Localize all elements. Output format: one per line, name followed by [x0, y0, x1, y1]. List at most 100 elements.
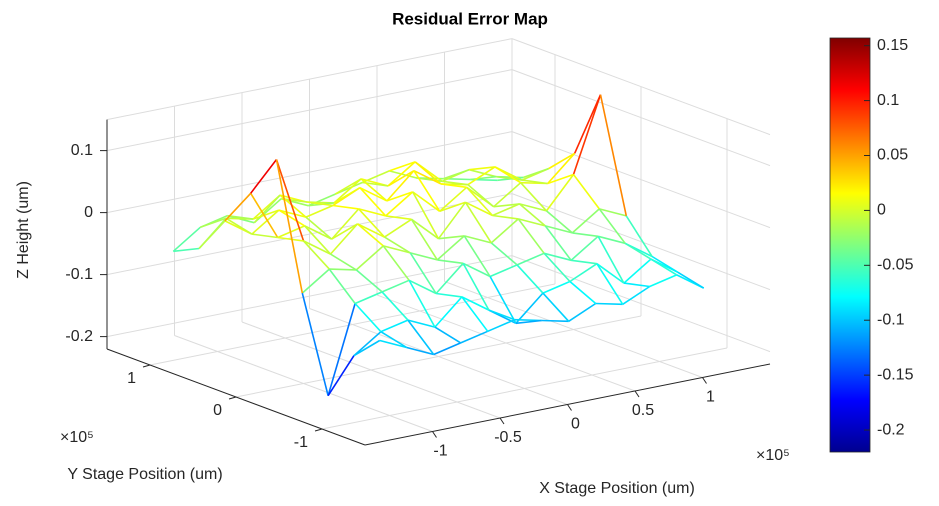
mesh-line — [495, 175, 523, 181]
mesh-line — [384, 218, 412, 238]
mesh-line — [358, 208, 386, 217]
grid-line — [511, 69, 771, 167]
y-tick-label: -1 — [294, 434, 308, 451]
colorbar-tick-label: -0.1 — [877, 311, 905, 328]
y-tick-label: 1 — [127, 370, 136, 387]
mesh-line — [439, 186, 468, 212]
mesh-line — [492, 214, 519, 220]
mesh-line — [172, 226, 201, 252]
mesh-line — [389, 170, 417, 179]
mesh-line — [651, 255, 679, 273]
mesh-line — [460, 330, 489, 344]
mesh-line — [407, 319, 435, 355]
mesh-line — [494, 166, 522, 184]
colorbar-tick-label: -0.05 — [877, 257, 914, 274]
mesh-line — [330, 253, 357, 271]
mesh-line — [463, 235, 491, 277]
tick-mark — [314, 428, 323, 432]
grid-line — [149, 283, 556, 366]
mesh-line — [410, 218, 438, 261]
mesh-line — [573, 94, 602, 154]
mesh — [172, 94, 705, 397]
mesh-line — [544, 225, 572, 261]
mesh-line — [355, 269, 383, 293]
mesh-line — [381, 279, 410, 293]
mesh-line — [332, 204, 359, 210]
mesh-line — [467, 184, 495, 208]
mesh-line — [386, 170, 415, 202]
mesh-line — [301, 292, 329, 396]
mesh-line — [413, 169, 442, 185]
mesh-line — [381, 291, 409, 321]
mesh-line — [547, 173, 574, 185]
colorbar-tick-label: 0.05 — [877, 147, 908, 164]
colorbar — [829, 37, 871, 453]
y-tick-label: 0 — [213, 402, 222, 419]
mesh-line — [461, 296, 490, 311]
mesh-line — [301, 268, 330, 294]
mesh-line — [493, 203, 520, 208]
mesh-line — [354, 291, 383, 305]
mesh-line — [492, 203, 520, 217]
mesh-line — [433, 342, 462, 356]
mesh-line — [489, 264, 518, 278]
mesh-line — [250, 192, 279, 238]
mesh-line — [380, 331, 408, 349]
mesh-line — [227, 214, 254, 220]
mesh-line — [443, 168, 470, 180]
mesh-line — [225, 217, 253, 235]
mesh-line — [596, 263, 624, 305]
chart-title: Residual Error Map — [392, 9, 548, 28]
mesh-line — [407, 319, 436, 328]
mesh-line — [623, 258, 652, 284]
mesh-line — [570, 235, 599, 261]
mesh-line — [543, 252, 572, 262]
mesh-line — [650, 258, 678, 276]
mesh-line — [328, 268, 356, 304]
mesh-line — [493, 182, 522, 208]
mesh-line — [568, 302, 597, 322]
mesh-line — [488, 309, 515, 321]
mesh-line — [412, 191, 441, 212]
mesh-line — [333, 178, 362, 204]
mesh-line — [437, 259, 464, 265]
tick-mark — [499, 417, 505, 425]
grid-line — [106, 131, 513, 214]
z-tick-label: -0.2 — [65, 328, 93, 345]
colorbar-ticks: -0.2 -0.15 -0.1 -0.05 0 0.05 0.1 0.15 — [864, 37, 914, 438]
mesh-line — [467, 166, 496, 186]
mesh-line — [251, 233, 278, 239]
mesh-line — [489, 276, 517, 324]
mesh-line — [278, 209, 307, 218]
mesh-line — [440, 183, 467, 189]
mesh-line — [408, 279, 437, 295]
mesh-line — [354, 302, 382, 333]
mesh-line — [304, 225, 333, 240]
mesh-line — [353, 331, 382, 357]
mesh-line — [435, 292, 463, 298]
mesh-line — [599, 208, 627, 217]
mesh-line — [487, 318, 516, 333]
mesh-line — [305, 216, 333, 240]
mesh-line — [359, 186, 388, 202]
mesh-line — [462, 262, 490, 311]
mesh-line — [278, 209, 306, 227]
mesh-line — [360, 178, 388, 202]
mesh-line — [436, 235, 465, 261]
mesh-line — [327, 303, 356, 396]
mesh-line — [434, 326, 462, 344]
z-axis-label: Z Height (um) — [15, 181, 32, 279]
mesh-line — [490, 218, 519, 244]
box-edge — [511, 38, 771, 136]
x-tick-label: -1 — [433, 443, 447, 460]
mesh-line — [515, 292, 544, 324]
mesh-line — [518, 218, 546, 227]
mesh-line — [304, 225, 332, 255]
mesh-line — [470, 175, 497, 181]
grid-line — [511, 255, 771, 353]
mesh-line — [519, 203, 547, 212]
mesh-line — [387, 161, 416, 187]
x-tick-label: 0 — [571, 416, 580, 433]
